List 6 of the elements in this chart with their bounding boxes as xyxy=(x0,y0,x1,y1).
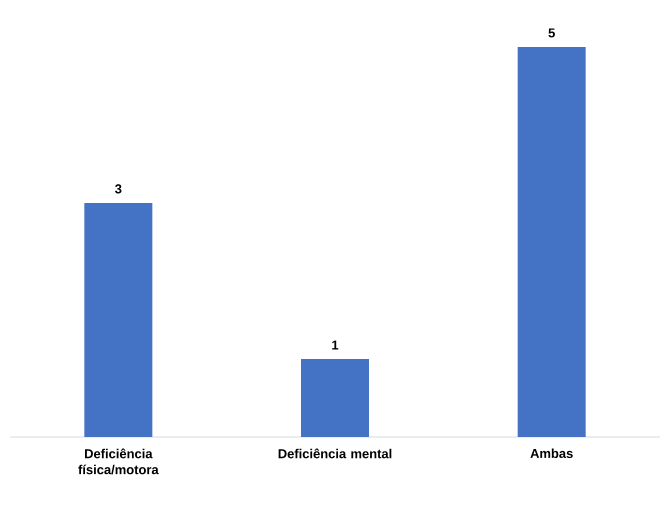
x-tick-label: Ambas xyxy=(530,448,573,458)
data-label: 5 xyxy=(548,28,555,38)
data-label: 1 xyxy=(332,340,338,350)
x-tick-label: Deficiência mental xyxy=(278,448,392,458)
x-tick-label: Deficiência física/motora xyxy=(78,448,159,474)
data-label: 3 xyxy=(115,184,122,194)
